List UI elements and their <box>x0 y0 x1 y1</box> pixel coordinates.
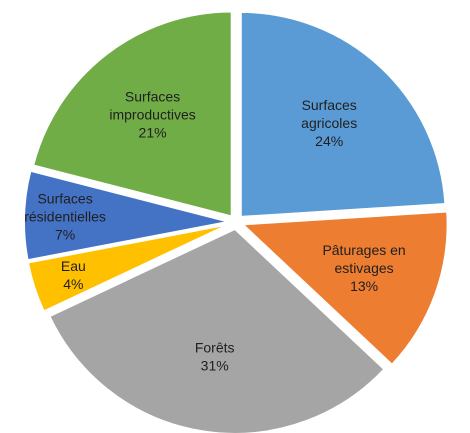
pie-slice-3 <box>26 223 230 313</box>
pie-slice-label-line: Eau <box>61 258 86 274</box>
pie-slice-label-line: Forêts <box>195 339 235 355</box>
pie-slice-label-2: Forêts 31% <box>195 339 235 373</box>
pie-slice-1 <box>240 210 449 367</box>
pie-slice-label-line: 13% <box>350 278 378 294</box>
pie-slice-label-line: Surfaces <box>37 191 92 207</box>
pie-slice-0 <box>239 10 447 218</box>
pie-slice-label-0: Surfaces agricoles 24% <box>301 97 357 149</box>
pie-slice-4 <box>23 169 230 262</box>
pie-slice-5 <box>31 10 233 218</box>
pie-slice-label-line: 31% <box>201 357 229 373</box>
pie-slice-label-5: Surfaces improductives 21% <box>109 88 195 140</box>
pie-slice-label-line: 7% <box>55 227 75 243</box>
pie-slice-label-line: agricoles <box>301 115 357 131</box>
pie-slice-2 <box>48 227 386 433</box>
pie-slice-label-line: estivages <box>335 260 394 276</box>
pie-slice-label-4: Surfaces résidentielles 7% <box>24 191 106 243</box>
pie-slice-label-line: 24% <box>315 133 343 149</box>
pie-slice-label-line: Surfaces <box>302 97 357 113</box>
pie-slice-label-line: Surfaces <box>125 88 180 104</box>
pie-slice-label-line: 4% <box>63 276 83 292</box>
pie-slice-label-1: Pâturages en estivages 13% <box>322 242 405 294</box>
pie-slice-label-3: Eau 4% <box>61 258 86 292</box>
pie-slice-label-line: résidentielles <box>24 209 106 225</box>
pie-slice-label-line: improductives <box>109 106 195 122</box>
pie-slice-label-line: Pâturages en <box>322 242 405 258</box>
pie-slice-label-line: 21% <box>139 124 167 140</box>
